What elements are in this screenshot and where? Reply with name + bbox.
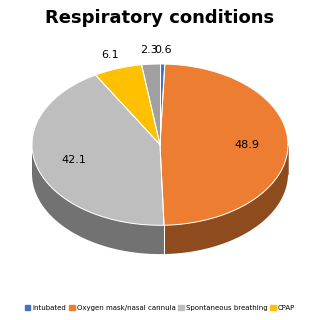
Polygon shape bbox=[32, 145, 164, 254]
Polygon shape bbox=[160, 64, 288, 225]
Text: 42.1: 42.1 bbox=[61, 155, 86, 165]
Text: 2.3: 2.3 bbox=[140, 45, 158, 55]
Text: Respiratory conditions: Respiratory conditions bbox=[45, 9, 275, 27]
Polygon shape bbox=[96, 65, 160, 145]
Text: 6.1: 6.1 bbox=[101, 50, 119, 60]
Polygon shape bbox=[32, 75, 164, 225]
Legend: Intubated, Oxygen mask/nasal cannula, Spontaneous breathing, CPAP: Intubated, Oxygen mask/nasal cannula, Sp… bbox=[25, 305, 295, 311]
Text: 48.9: 48.9 bbox=[235, 140, 260, 150]
Polygon shape bbox=[160, 64, 165, 145]
Polygon shape bbox=[141, 64, 160, 145]
Text: 0.6: 0.6 bbox=[154, 44, 172, 54]
Polygon shape bbox=[164, 146, 288, 254]
